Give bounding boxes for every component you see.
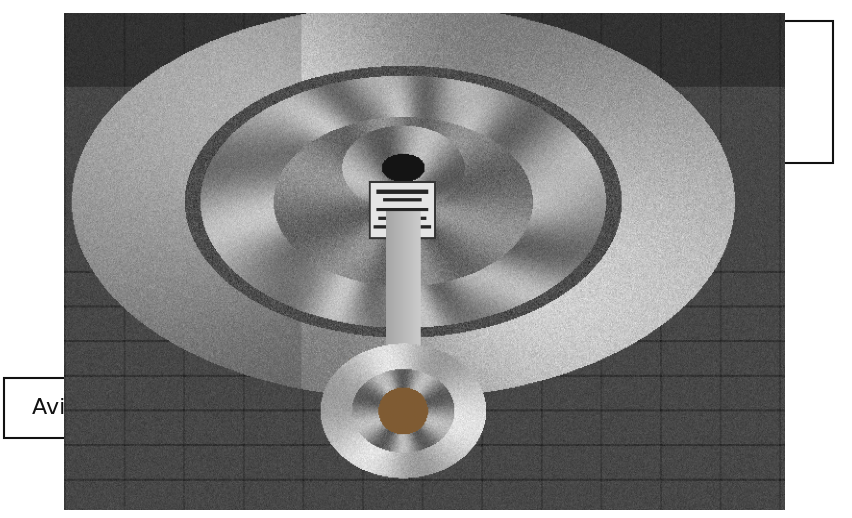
Text: Heavy-Duty
Land-Based Rotor: Heavy-Duty Land-Based Rotor (584, 69, 780, 116)
Text: Aviation Rotor: Aviation Rotor (32, 398, 188, 418)
FancyBboxPatch shape (530, 21, 832, 163)
FancyBboxPatch shape (4, 378, 216, 438)
